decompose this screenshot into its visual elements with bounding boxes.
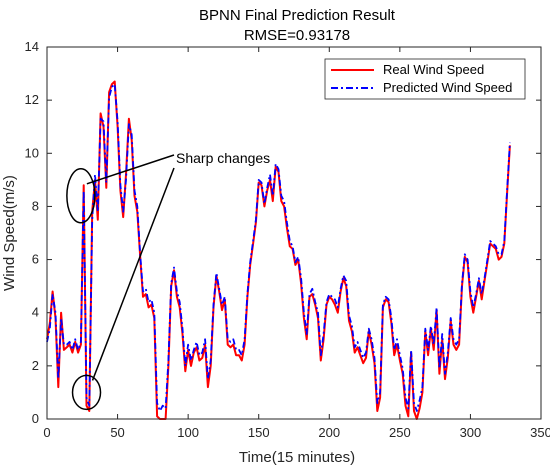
y-tick-label: 12 xyxy=(25,92,39,107)
x-tick-label: 50 xyxy=(110,425,124,440)
y-tick-label: 0 xyxy=(32,411,39,426)
x-tick-label: 350 xyxy=(530,425,550,440)
chart-subtitle: RMSE=0.93178 xyxy=(244,27,350,44)
legend-label-real: Real Wind Speed xyxy=(383,62,484,77)
y-tick-label: 2 xyxy=(32,358,39,373)
y-tick-label: 8 xyxy=(32,198,39,213)
y-tick-label: 6 xyxy=(32,252,39,267)
x-axis-title: Time(15 minutes) xyxy=(239,449,355,466)
series-line-predicted xyxy=(46,83,511,412)
chart-title: BPNN Final Prediction Result xyxy=(199,7,396,24)
x-tick-label: 250 xyxy=(389,425,411,440)
y-axis-title: Wind Speed(m/s) xyxy=(1,175,18,291)
x-tick-label: 100 xyxy=(177,425,199,440)
legend-box xyxy=(324,58,526,100)
annotation-ellipse-top xyxy=(66,168,96,224)
annotation-text: Sharp changes xyxy=(176,150,270,166)
plot-frame xyxy=(46,46,542,420)
x-tick-label: 150 xyxy=(248,425,270,440)
x-tick-label: 200 xyxy=(318,425,340,440)
x-tick-label: 0 xyxy=(43,425,50,440)
annotation: Sharp changes xyxy=(66,150,270,411)
y-tick-label: 4 xyxy=(32,305,39,320)
plot-area xyxy=(47,47,541,419)
y-tick-label: 14 xyxy=(25,39,39,54)
annotation-pointer-top xyxy=(86,154,175,185)
legend: Real Wind Speed Predicted Wind Speed xyxy=(324,58,526,100)
series-layer xyxy=(46,80,511,420)
legend-label-predicted: Predicted Wind Speed xyxy=(383,80,512,95)
x-tick-label: 300 xyxy=(460,425,482,440)
annotation-ellipse-bottom xyxy=(71,374,102,411)
ticks: 0 50 100 150 200 250 300 350 0 2 4 6 8 10 12 14 xyxy=(25,39,550,440)
y-tick-label: 10 xyxy=(25,145,39,160)
annotation-pointer-bottom xyxy=(91,167,175,381)
